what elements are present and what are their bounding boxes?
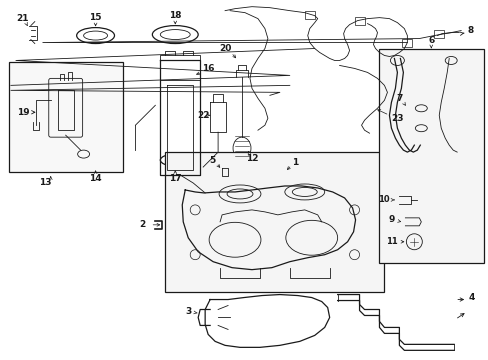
Text: 7: 7	[395, 94, 402, 103]
Bar	[304, 11, 314, 19]
Text: 16: 16	[202, 64, 214, 73]
Text: 13: 13	[40, 179, 52, 188]
Bar	[433, 30, 443, 37]
Text: 23: 23	[390, 114, 403, 123]
Ellipse shape	[285, 184, 324, 200]
Text: 17: 17	[169, 174, 181, 183]
Text: 21: 21	[17, 14, 29, 23]
Text: 12: 12	[245, 154, 258, 163]
Text: 22: 22	[197, 111, 209, 120]
Text: 18: 18	[169, 11, 181, 20]
Text: 19: 19	[17, 108, 29, 117]
Text: 1: 1	[291, 158, 297, 167]
Text: 2: 2	[139, 220, 145, 229]
Text: 14: 14	[89, 174, 102, 183]
Text: 20: 20	[219, 44, 231, 53]
Text: 6: 6	[427, 36, 433, 45]
Ellipse shape	[219, 185, 261, 203]
Bar	[379, 49, 483, 263]
Text: 10: 10	[377, 195, 388, 204]
Text: 3: 3	[185, 307, 191, 316]
Text: 4: 4	[468, 293, 474, 302]
Text: 11: 11	[385, 237, 396, 246]
Text: 9: 9	[387, 215, 394, 224]
Bar	[354, 17, 364, 24]
Bar	[9, 62, 123, 172]
Text: 8: 8	[467, 26, 473, 35]
Bar	[402, 39, 411, 46]
Text: 5: 5	[208, 156, 215, 165]
Bar	[165, 152, 384, 292]
Text: 15: 15	[89, 13, 102, 22]
